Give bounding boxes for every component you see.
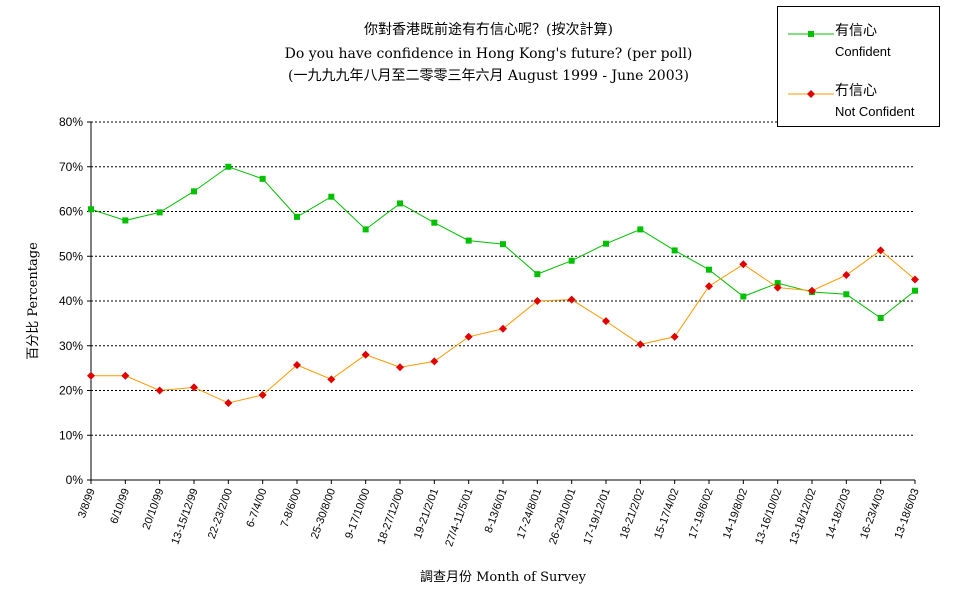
- x-tick-label: 3/8/99: [76, 487, 98, 520]
- data-point-confident: [706, 266, 712, 273]
- x-tick-label: 13-18/6/03: [893, 487, 922, 541]
- y-tick-label: 60%: [59, 205, 83, 219]
- x-tick-label: 13-18/12/02: [787, 487, 818, 546]
- x-tick-label: 19-21/2/01: [412, 487, 441, 541]
- x-tick-label: 6-7/4/00: [244, 487, 269, 529]
- data-point-not-confident: [533, 297, 542, 305]
- chart-title: 你對香港既前途有冇信心呢？(按次計算): [364, 22, 613, 38]
- data-point-not-confident: [121, 371, 130, 380]
- x-tick-label: 16-23/4/03: [858, 487, 887, 541]
- legend-label-not-confident: Not Confident: [835, 104, 915, 119]
- data-point-confident: [774, 280, 781, 287]
- x-tick-label: 26-29/10/01: [547, 487, 578, 546]
- data-point-confident: [500, 241, 506, 248]
- x-tick-label: 18-21/2/02: [618, 487, 647, 541]
- data-point-not-confident: [911, 275, 919, 284]
- y-tick-label: 20%: [59, 384, 83, 398]
- data-point-not-confident: [224, 399, 233, 408]
- x-tick-label: 22-23/2/00: [206, 487, 235, 541]
- legend: 有信心 Confident 冇信心 Not Confident: [777, 6, 940, 127]
- data-point-not-confident: [636, 340, 645, 349]
- data-point-confident: [259, 175, 266, 182]
- data-point-confident: [294, 213, 300, 220]
- data-point-not-confident: [464, 332, 473, 341]
- x-tick-label: 9-17/10/00: [343, 487, 372, 541]
- y-tick-label: 70%: [59, 160, 83, 174]
- data-point-confident: [328, 193, 335, 200]
- legend-swatch-confident: [788, 31, 834, 37]
- data-point-confident: [465, 237, 472, 244]
- data-point-confident: [397, 200, 403, 207]
- data-point-not-confident: [258, 390, 267, 399]
- data-point-confident: [637, 226, 644, 233]
- x-tick-label: 25-30/8/00: [309, 487, 338, 541]
- data-point-not-confident: [876, 246, 885, 255]
- x-tick-label: 18-27/12/00: [375, 487, 406, 546]
- y-tick-label: 0%: [66, 473, 84, 487]
- data-point-confident: [191, 188, 197, 195]
- x-tick-label: 14-18/2/03: [824, 487, 853, 541]
- data-point-not-confident: [739, 260, 748, 269]
- legend-label-confident-zh: 有信心: [835, 23, 877, 39]
- data-point-not-confident: [567, 295, 576, 304]
- data-point-not-confident: [602, 317, 610, 326]
- data-point-confident: [843, 291, 850, 298]
- y-tick-label: 80%: [59, 115, 83, 129]
- x-tick-label: 8-13/6/01: [483, 487, 510, 535]
- legend-item-confident: 有信心 Confident: [778, 21, 938, 71]
- data-point-not-confident: [430, 357, 439, 366]
- x-tick-label: 27/4-11/5/01: [443, 487, 475, 548]
- data-point-confident: [671, 247, 678, 254]
- x-axis-title: 調查月份 Month of Survey: [420, 570, 587, 585]
- data-point-confident: [122, 217, 129, 224]
- data-point-confident: [877, 315, 884, 322]
- x-tick-label: 13-16/10/02: [753, 487, 784, 546]
- x-tick-label: 13-15/12/99: [169, 487, 200, 546]
- data-point-not-confident: [670, 332, 679, 341]
- x-tick-label: 17-19/12/01: [581, 487, 612, 546]
- x-tick-label: 15-17/4/02: [652, 487, 681, 541]
- data-point-not-confident: [361, 350, 370, 359]
- x-tick-label: 17-19/6/02: [687, 487, 716, 541]
- data-point-confident: [603, 240, 609, 247]
- legend-item-not-confident: 冇信心 Not Confident: [778, 81, 938, 131]
- y-tick-label: 40%: [59, 294, 83, 308]
- data-point-not-confident: [190, 383, 198, 392]
- x-tick-label: 6/10/99: [108, 487, 132, 526]
- data-point-confident: [568, 257, 575, 264]
- data-point-confident: [431, 219, 438, 226]
- x-tick-label: 17-24/8/01: [515, 487, 544, 541]
- x-tick-label: 7-8/6/00: [279, 487, 304, 529]
- data-point-confident: [740, 293, 747, 300]
- data-point-confident: [534, 271, 541, 278]
- chart-subtitle: Do you have confidence in Hong Kong's fu…: [284, 46, 693, 62]
- legend-label-confident: Confident: [835, 44, 891, 59]
- data-point-not-confident: [773, 283, 782, 292]
- x-tick-label: 14-19/8/02: [721, 487, 750, 541]
- data-point-confident: [912, 287, 918, 294]
- y-tick-label: 50%: [59, 249, 83, 263]
- data-point-not-confident: [327, 375, 336, 384]
- y-tick-label: 10%: [59, 428, 83, 442]
- data-point-confident: [225, 163, 232, 170]
- data-point-not-confident: [705, 282, 713, 291]
- data-point-not-confident: [155, 386, 164, 395]
- data-point-not-confident: [87, 371, 95, 380]
- data-point-not-confident: [842, 271, 851, 280]
- data-point-confident: [362, 226, 369, 233]
- data-point-confident: [156, 209, 163, 216]
- chart-date-range: (一九九九年八月至二零零三年六月 August 1999 - June 2003…: [287, 68, 689, 84]
- data-point-not-confident: [808, 286, 816, 295]
- data-point-not-confident: [396, 363, 404, 372]
- data-point-confident: [88, 206, 94, 213]
- data-point-not-confident: [293, 360, 301, 369]
- data-point-not-confident: [499, 324, 507, 333]
- legend-swatch-not-confident: [788, 90, 834, 98]
- y-axis-title: 百分比 Percentage: [26, 242, 41, 360]
- y-tick-label: 30%: [59, 339, 83, 353]
- x-tick-label: 20/10/99: [141, 487, 167, 531]
- legend-label-not-confident-zh: 冇信心: [835, 83, 877, 99]
